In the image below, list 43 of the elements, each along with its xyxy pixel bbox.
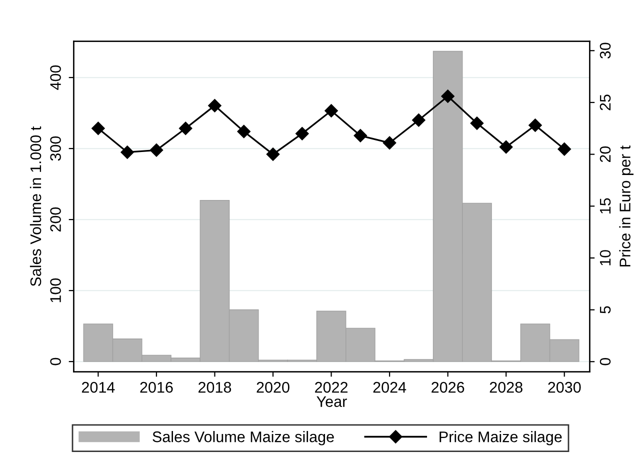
x-tick-label: 2024 [373, 382, 406, 393]
y-tick-label: 0 [50, 358, 61, 366]
y2-tick-label: 15 [600, 198, 611, 214]
point [382, 136, 396, 150]
y2-tick-label: 5 [600, 306, 611, 314]
y2-tick-label: 20 [600, 146, 611, 162]
y-axis-title: Sales Volume in 1.000 t [30, 126, 42, 286]
y-tick-label: 300 [50, 136, 61, 161]
point [120, 146, 134, 159]
y-tick-label: 200 [50, 207, 61, 232]
point [528, 118, 542, 132]
x-tick-label: 2026 [432, 382, 464, 393]
point [179, 122, 192, 135]
x-tick-label: 2018 [198, 382, 232, 393]
y2-tick-label: 0 [600, 358, 611, 366]
point [354, 129, 368, 142]
y2-tick-label: 25 [600, 94, 611, 110]
legend-label: Price Maize silage [440, 431, 562, 446]
x-axis-title: Year [316, 396, 347, 407]
y-tick-label: 100 [50, 278, 61, 302]
x-tick-label: 2030 [548, 382, 581, 393]
y-tick-label: 400 [50, 65, 61, 90]
point [150, 144, 164, 157]
x-tick-label: 2016 [140, 382, 173, 393]
point [324, 104, 338, 118]
point [412, 114, 426, 127]
point [296, 126, 309, 140]
point [237, 124, 250, 138]
y2-axis-title: Price in Euro per t [619, 146, 634, 266]
point [92, 122, 105, 135]
point [441, 90, 454, 103]
point [266, 148, 280, 161]
x-tick-label: 2014 [82, 382, 115, 393]
point [500, 140, 513, 154]
legend-label: Sales Volume Maize silage [152, 431, 334, 446]
y2-tick-label: 30 [600, 42, 611, 59]
point [208, 98, 222, 112]
point [558, 142, 571, 156]
x-tick-label: 2028 [490, 382, 522, 393]
y2-tick-label: 10 [600, 250, 611, 266]
point [470, 116, 484, 130]
x-tick-label: 2022 [315, 382, 348, 393]
x-tick-label: 2020 [256, 382, 290, 393]
